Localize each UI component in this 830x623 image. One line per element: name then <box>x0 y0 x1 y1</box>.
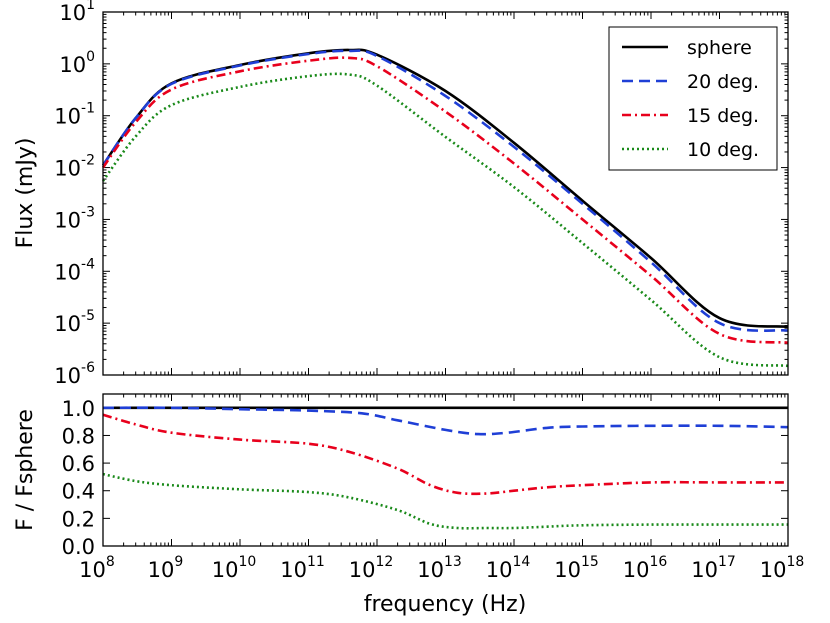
x-tick-exponent: 16 <box>649 554 667 570</box>
top-y-tick-exponent: -5 <box>81 308 95 324</box>
legend-label: sphere <box>687 37 752 59</box>
bottom-series-line-15-deg- <box>102 413 788 496</box>
top-series-line-sphere <box>101 48 789 329</box>
x-tick-exponent: 18 <box>786 554 804 570</box>
top-series-line-10-deg- <box>101 72 789 368</box>
legend-box <box>608 26 778 171</box>
x-tick-base: 10 <box>417 558 444 582</box>
x-tick-exponent: 12 <box>375 554 393 570</box>
x-tick-exponent: 11 <box>307 554 325 570</box>
top-y-tick-exponent: -6 <box>81 360 95 376</box>
x-tick-exponent: 10 <box>238 554 256 570</box>
legend-label: 15 deg. <box>687 105 759 127</box>
bottom-y-tick-label: 0.2 <box>62 507 95 531</box>
x-tick-exponent: 14 <box>512 554 530 570</box>
bottom-y-axis-label: F / Fsphere <box>13 409 38 531</box>
bottom-y-tick-labels: 0.0 0.2 0.4 0.6 0.8 1.0 <box>62 397 95 559</box>
x-tick-base: 10 <box>623 558 650 582</box>
x-tick-label: 1016 <box>623 554 668 582</box>
legend: sphere 20 deg. 15 deg. 10 deg. <box>608 26 778 171</box>
top-y-tick-exponent: -2 <box>81 153 95 169</box>
top-series-line-15-deg- <box>101 56 789 344</box>
x-tick-label: 1014 <box>486 554 531 582</box>
bottom-y-tick-label: 0.6 <box>62 452 95 476</box>
x-tick-label: 1018 <box>760 554 805 582</box>
bottom-y-tick-label: 0.0 <box>62 535 95 559</box>
bottom-y-tick-label: 0.4 <box>62 480 95 504</box>
top-y-tick-label: 10-5 <box>54 308 95 336</box>
x-tick-exponent: 15 <box>581 554 599 570</box>
top-y-tick-exponent: -4 <box>81 256 95 272</box>
top-plot-frame <box>102 11 789 376</box>
x-axis-label: frequency (Hz) <box>364 592 527 617</box>
top-y-tick-exponent: -3 <box>81 204 95 220</box>
top-y-tick-base: 10 <box>54 208 81 232</box>
top-y-tick-base: 10 <box>54 312 81 336</box>
top-y-tick-base: 10 <box>54 157 81 181</box>
top-y-tick-label: 101 <box>59 0 95 25</box>
x-tick-exponent: 17 <box>718 554 736 570</box>
x-tick-exponent: 8 <box>106 554 115 570</box>
x-tick-label: 1017 <box>691 554 736 582</box>
top-y-tick-base: 10 <box>54 260 81 284</box>
x-tick-base: 10 <box>486 558 513 582</box>
top-y-tick-exponent: 0 <box>86 49 95 65</box>
x-tick-exponent: 13 <box>444 554 462 570</box>
x-tick-label: 1011 <box>280 554 325 582</box>
x-tick-label: 1012 <box>349 554 394 582</box>
x-tick-base: 10 <box>212 558 239 582</box>
x-tick-labels: 108 109 1010 1011 1012 1013 1014 1015 1016 1017 10… <box>79 554 804 582</box>
top-y-tick-label: 10-4 <box>54 256 95 284</box>
bottom-y-tick-label: 0.8 <box>62 424 95 448</box>
legend-label: 20 deg. <box>687 71 759 93</box>
x-tick-base: 10 <box>554 558 581 582</box>
x-tick-exponent: 9 <box>174 554 183 570</box>
bottom-series-group <box>102 406 789 530</box>
x-tick-base: 10 <box>148 558 175 582</box>
top-y-tick-label: 10-3 <box>54 204 95 232</box>
bottom-plot-frame <box>102 393 789 547</box>
bottom-y-tick-label: 1.0 <box>62 397 95 421</box>
top-y-axis-label: Flux (mJy) <box>13 138 38 249</box>
top-series-group <box>101 48 789 368</box>
top-y-tick-base: 10 <box>59 53 86 77</box>
top-series-line-20-deg- <box>101 49 789 332</box>
top-y-tick-exponent: 1 <box>86 0 95 13</box>
bottom-series-line-20-deg- <box>102 406 789 436</box>
top-y-tick-label: 10-1 <box>54 101 95 129</box>
x-tick-label: 1013 <box>417 554 462 582</box>
top-y-tick-label: 10-6 <box>54 360 95 388</box>
x-tick-base: 10 <box>760 558 787 582</box>
top-y-tick-base: 10 <box>54 364 81 388</box>
bottom-axis-ticks <box>102 394 789 547</box>
bottom-panel: 0.00.20.40.60.81.0 108 109 1010 1011 1012 101… <box>13 393 804 617</box>
x-tick-label: 108 <box>79 554 115 582</box>
x-tick-base: 10 <box>79 558 106 582</box>
x-tick-base: 10 <box>349 558 376 582</box>
x-tick-label: 1015 <box>554 554 599 582</box>
x-tick-label: 1010 <box>212 554 257 582</box>
bottom-series-line-10-deg- <box>102 472 788 530</box>
top-y-tick-base: 10 <box>54 105 81 129</box>
x-tick-base: 10 <box>280 558 307 582</box>
top-y-tick-label: 100 <box>59 49 95 77</box>
legend-label: 10 deg. <box>687 139 759 161</box>
x-tick-label: 109 <box>148 554 184 582</box>
top-y-tick-exponent: -1 <box>81 101 95 117</box>
x-tick-base: 10 <box>691 558 718 582</box>
top-y-tick-base: 10 <box>59 1 86 25</box>
top-y-tick-label: 10-2 <box>54 153 95 181</box>
